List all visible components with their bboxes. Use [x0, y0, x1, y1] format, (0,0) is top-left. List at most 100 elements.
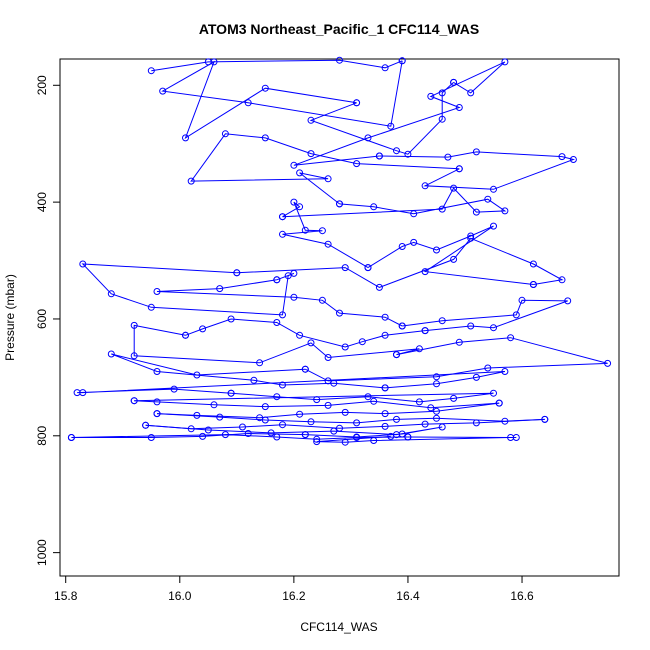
data-point	[455, 338, 463, 346]
data-point	[427, 92, 435, 100]
series-line	[133, 324, 420, 364]
data-point	[398, 430, 406, 438]
data-point	[221, 130, 229, 138]
data-point	[450, 78, 458, 86]
data-point	[370, 397, 378, 405]
data-point	[130, 397, 138, 405]
data-point	[507, 434, 515, 441]
data-point	[427, 404, 435, 412]
data-point	[159, 87, 167, 95]
data-point	[199, 432, 207, 440]
data-point	[410, 210, 418, 218]
data-point	[558, 153, 566, 161]
data-point	[529, 281, 537, 288]
data-point	[296, 169, 304, 177]
series-line	[151, 59, 403, 72]
x-axis-label: CFC114_WAS	[300, 620, 377, 634]
data-point	[336, 200, 343, 208]
data-point	[193, 411, 201, 419]
data-point	[364, 264, 372, 272]
y-axis-label: Pressure (mbar)	[3, 274, 17, 361]
y-tick-label: 200	[35, 75, 49, 95]
data-point	[467, 322, 475, 330]
series-line	[293, 61, 506, 166]
data-point	[381, 331, 389, 339]
data-point	[239, 423, 246, 431]
data-point	[398, 243, 406, 250]
x-tick-label: 16.0	[168, 589, 192, 603]
series-line	[134, 400, 500, 409]
data-point	[227, 315, 235, 323]
data-point	[564, 297, 572, 305]
data-point	[558, 276, 566, 284]
data-point	[244, 99, 252, 107]
series-line	[367, 225, 534, 285]
series-line	[379, 151, 576, 190]
data-point	[313, 396, 321, 404]
data-point	[569, 156, 577, 163]
data-point	[433, 246, 440, 254]
data-point	[358, 338, 366, 346]
data-point	[210, 401, 218, 409]
data-point	[467, 232, 475, 240]
data-point	[153, 288, 161, 295]
data-point	[313, 438, 321, 446]
data-point	[507, 334, 515, 342]
data-point	[318, 227, 326, 235]
data-point	[221, 431, 229, 439]
data-point	[187, 425, 195, 433]
data-point	[244, 430, 252, 437]
series-line	[156, 279, 403, 327]
data-point	[495, 399, 503, 407]
x-tick-label: 16.6	[510, 589, 534, 603]
data-point	[341, 343, 349, 351]
data-point	[381, 64, 389, 72]
data-point	[472, 419, 480, 427]
data-point	[107, 350, 115, 358]
series-line	[156, 402, 500, 419]
data-point	[415, 398, 423, 406]
data-point	[307, 150, 315, 158]
data-point	[387, 432, 395, 440]
data-point	[501, 207, 509, 215]
series-line	[309, 82, 454, 155]
data-point	[296, 331, 304, 339]
data-point	[410, 238, 418, 246]
data-point	[450, 394, 458, 402]
y-tick-label: 1000	[35, 539, 49, 566]
data-point	[296, 203, 304, 211]
data-point	[433, 373, 440, 381]
series-line	[77, 371, 506, 394]
data-point	[193, 371, 201, 379]
data-point	[353, 434, 361, 441]
data-point	[273, 276, 281, 284]
data-point	[279, 381, 286, 389]
data-point	[501, 417, 509, 425]
data-point	[455, 165, 463, 173]
data-point	[290, 269, 298, 277]
series-line	[145, 424, 443, 438]
data-point	[261, 403, 269, 411]
data-point	[204, 426, 212, 434]
series-line	[282, 201, 369, 269]
data-point	[336, 56, 343, 64]
data-point	[279, 311, 286, 319]
data-point	[279, 213, 286, 221]
data-point	[199, 325, 207, 333]
data-point	[301, 431, 309, 439]
x-tick-label: 15.8	[54, 589, 78, 603]
data-point	[273, 433, 281, 441]
data-point	[233, 269, 241, 277]
data-point	[67, 434, 75, 441]
data-point	[130, 321, 138, 329]
data-point	[484, 195, 492, 203]
y-tick-label: 800	[35, 425, 49, 445]
series-line	[156, 413, 545, 424]
data-point	[438, 317, 446, 325]
data-point	[216, 413, 224, 421]
data-point	[490, 389, 497, 397]
data-point	[216, 285, 224, 293]
data-point	[290, 293, 298, 301]
data-point	[433, 380, 440, 388]
